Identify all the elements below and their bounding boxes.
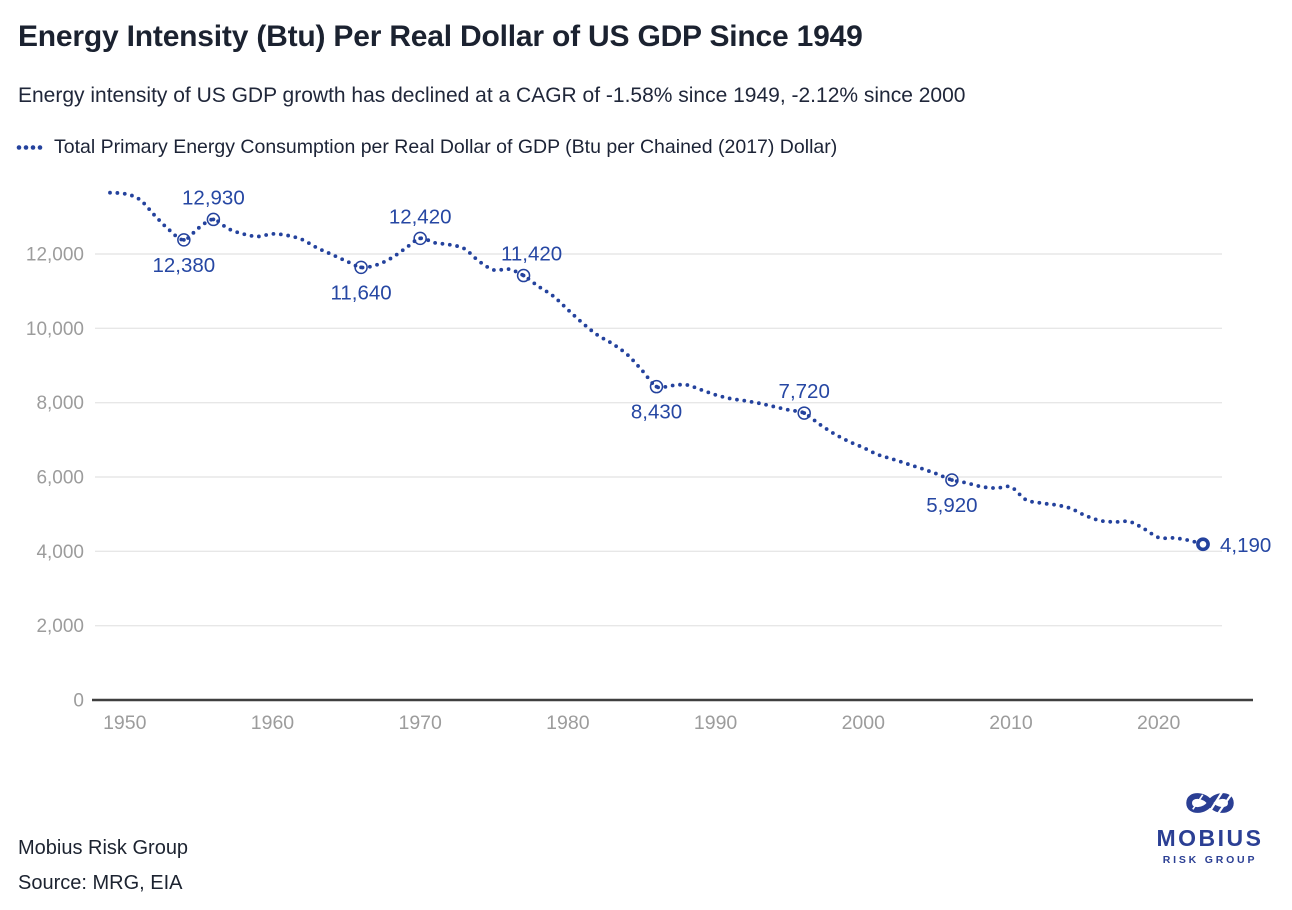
data-point-label: 11,420 <box>501 243 562 266</box>
y-tick-label: 10,000 <box>26 319 84 340</box>
x-tick-label: 2000 <box>842 712 886 734</box>
point-marker-dot <box>802 411 807 415</box>
point-marker-dot <box>181 237 186 242</box>
data-point-label: 4,190 <box>1220 534 1271 557</box>
point-marker-ring <box>797 406 811 420</box>
x-tick-label: 2020 <box>1137 712 1181 734</box>
x-tick-label: 1990 <box>694 712 738 734</box>
page-title: Energy Intensity (Btu) Per Real Dollar o… <box>18 20 863 53</box>
y-tick-label: 6,000 <box>36 467 84 488</box>
point-marker-ring <box>206 212 221 227</box>
y-tick-label: 4,000 <box>36 542 84 563</box>
x-tick-label: 2010 <box>989 712 1033 734</box>
logo-tagline: RISK GROUP <box>1162 854 1258 866</box>
logo-wordmark: MOBIUS <box>1156 825 1264 851</box>
mobius-logo: MOBIUS RISK GROUP <box>1144 784 1276 866</box>
y-tick-label: 2,000 <box>36 616 84 637</box>
point-marker-dot <box>418 236 423 241</box>
point-marker-ring <box>649 379 664 394</box>
data-point-label: 11,640 <box>331 281 392 304</box>
footer-org: Mobius Risk Group <box>18 837 189 859</box>
data-point-label: 12,380 <box>152 254 215 277</box>
point-marker-dot <box>950 478 954 482</box>
y-tick-label: 8,000 <box>36 393 84 414</box>
point-marker-ring <box>516 268 531 283</box>
chart-footer: Mobius Risk Group Source: MRG, EIA <box>18 831 188 901</box>
point-marker-dot <box>521 273 526 278</box>
chart-legend: Total Primary Energy Consumption per Rea… <box>16 136 837 159</box>
point-marker-dot <box>211 217 216 222</box>
data-point-label: 8,430 <box>631 401 682 424</box>
infinity-logo-icon <box>1186 787 1235 816</box>
data-point-label: 5,920 <box>926 494 977 517</box>
data-point-label: 12,930 <box>182 186 245 209</box>
point-marker-ring <box>945 473 959 487</box>
x-tick-label: 1980 <box>546 712 590 734</box>
point-marker-dot <box>654 384 659 389</box>
point-marker-dot <box>359 265 363 270</box>
energy-intensity-series-line <box>108 190 1205 547</box>
y-tick-label: 12,000 <box>26 244 84 265</box>
data-point-label: 12,420 <box>389 205 452 228</box>
legend-series-label: Total Primary Energy Consumption per Rea… <box>54 136 838 158</box>
chart-subtitle: Energy intensity of US GDP growth has de… <box>18 84 966 107</box>
end-point-marker <box>1196 537 1210 552</box>
y-tick-label: 0 <box>73 691 84 712</box>
x-tick-label: 1950 <box>103 712 147 734</box>
energy-intensity-line-chart: 0 2,000 4,000 6,000 8,000 10,000 12,000 1950 196… <box>26 186 1271 734</box>
point-marker-ring <box>177 233 191 247</box>
dotted-line-legend-icon <box>16 145 43 150</box>
x-tick-label: 1960 <box>251 712 295 734</box>
point-marker-ring <box>354 260 368 275</box>
data-point-label: 7,720 <box>779 380 830 403</box>
footer-source: Source: MRG, EIA <box>18 872 183 894</box>
point-marker-ring <box>413 231 427 246</box>
x-tick-label: 1970 <box>398 712 442 734</box>
